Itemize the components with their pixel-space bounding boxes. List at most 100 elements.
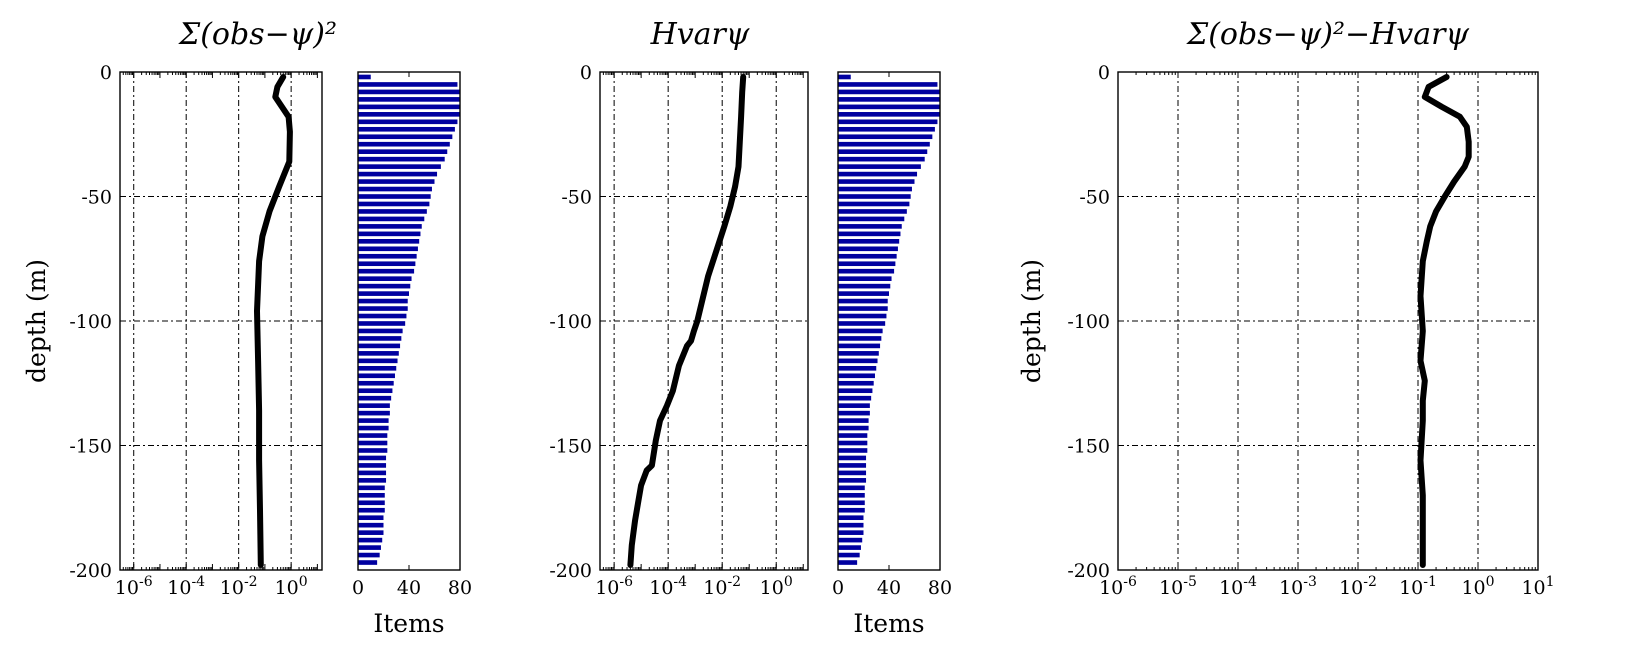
bar (358, 156, 445, 162)
x-tick-label: 10-2 (220, 574, 258, 599)
y-tick-label: -50 (81, 187, 112, 209)
bar (358, 515, 384, 521)
bar (838, 201, 910, 207)
bar (838, 537, 863, 543)
bar (358, 141, 450, 147)
bar (838, 126, 935, 132)
bar (358, 194, 431, 199)
bar (838, 82, 938, 87)
x-tick-label: 101 (1521, 574, 1554, 599)
bar (358, 201, 430, 207)
bar (838, 186, 912, 192)
bar (838, 552, 860, 558)
bar (358, 149, 448, 154)
bar (358, 239, 420, 244)
bar (358, 134, 453, 140)
bar (358, 395, 392, 401)
bar (838, 478, 867, 483)
x-axis-label: Items (853, 609, 924, 638)
bar (358, 164, 441, 169)
bar (838, 380, 874, 386)
bar (838, 463, 867, 468)
x-axis-label: Items (373, 609, 444, 638)
bar (358, 89, 460, 95)
bar (358, 425, 389, 431)
bar (358, 470, 387, 476)
bar (358, 492, 385, 498)
y-tick-label: -100 (1067, 311, 1110, 333)
bar (358, 291, 409, 296)
x-tick-label: 10-4 (1219, 574, 1257, 599)
bar (358, 179, 435, 184)
bar (838, 388, 873, 394)
y-tick-label: -50 (1079, 187, 1110, 209)
axes-frame (837, 71, 941, 571)
bar (358, 448, 388, 453)
x-tick-label: 80 (448, 577, 472, 599)
bar (358, 298, 408, 304)
x-tick-label: 10-1 (1399, 574, 1437, 599)
bar (838, 74, 851, 80)
y-tick-label: -200 (549, 560, 592, 582)
bar (358, 380, 394, 386)
bar (838, 164, 921, 169)
bar (358, 365, 397, 371)
bar (358, 351, 399, 356)
bar (358, 545, 381, 550)
y-tick-label: 0 (100, 62, 112, 84)
bar (838, 283, 891, 289)
bar (838, 97, 940, 102)
bar (358, 328, 403, 334)
bar (838, 343, 881, 349)
bar (838, 104, 940, 110)
axes-frame (599, 71, 809, 571)
bar (358, 224, 422, 229)
bar (838, 112, 940, 117)
bar (838, 485, 865, 491)
bar (838, 224, 902, 229)
x-tick-label: 80 (928, 577, 952, 599)
bar (838, 321, 886, 326)
x-tick-label: 10-2 (1339, 574, 1377, 599)
bar (358, 246, 418, 252)
y-tick-label: -200 (69, 560, 112, 582)
bar (838, 522, 864, 528)
axes-frame (1117, 71, 1539, 571)
bar (358, 440, 388, 446)
series-line-1 (254, 74, 293, 568)
bar (838, 455, 867, 461)
bar (838, 358, 878, 364)
x-tick-label: 10-5 (1159, 574, 1197, 599)
axes-frame (119, 71, 323, 571)
chart-title: Hvarψ (650, 17, 750, 52)
y-tick-label: -150 (549, 436, 592, 458)
bar (838, 507, 865, 513)
bar (838, 433, 868, 438)
bar (358, 403, 390, 408)
bar (838, 395, 872, 401)
y-axis-label: depth (m) (22, 259, 51, 383)
y-tick-label: 0 (580, 62, 592, 84)
bar (838, 134, 933, 140)
bar (838, 492, 865, 498)
y-axis-label: depth (m) (1017, 259, 1046, 383)
bar (838, 470, 867, 476)
x-tick-label: 10-4 (649, 574, 687, 599)
chart-title: Σ(obs−ψ)² (178, 17, 337, 52)
bar (838, 194, 911, 199)
bar (358, 209, 427, 214)
bar (838, 261, 896, 267)
chart-panel-3: 10-6 10-4 10-2 100 0 -50 -100 -150 -200 Hvarψ (549, 17, 809, 599)
y-tick-label: -150 (1067, 436, 1110, 458)
bar (838, 418, 869, 423)
bar (358, 343, 401, 349)
bar (358, 321, 406, 326)
bar (838, 119, 938, 125)
bar (358, 306, 408, 311)
bar (838, 216, 905, 222)
y-tick-label: -50 (561, 187, 592, 209)
chart-panel-1: 10-6 10-4 10-2 100 0 -50 -100 -150 -200 depth (m)… (22, 17, 337, 599)
bar (838, 171, 918, 177)
bar (358, 410, 390, 416)
